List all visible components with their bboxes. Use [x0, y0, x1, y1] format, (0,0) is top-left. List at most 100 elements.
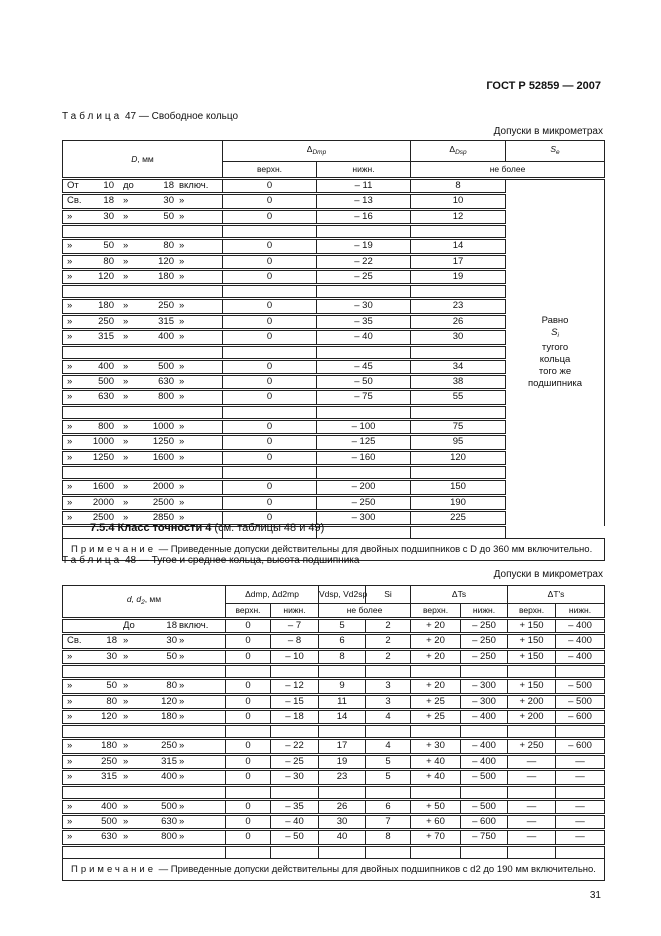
- size-range: » 180» 250»: [62, 737, 226, 755]
- size-range: » 120» 180»: [62, 707, 226, 725]
- value-cell: – 100: [315, 417, 412, 435]
- value-cell: 0: [222, 448, 317, 466]
- value-cell: 40: [318, 828, 367, 846]
- size-range: От 10 до 18 включ.: [62, 176, 223, 194]
- table-row: » 500» 630» 0– 40 30 7 + 60– 600— —: [62, 813, 606, 830]
- value-cell: + 30: [410, 737, 462, 755]
- header-upper: верхн.: [507, 603, 557, 619]
- value-cell: – 75: [315, 388, 412, 406]
- value-cell: – 250: [460, 647, 509, 665]
- value-cell: 6: [318, 632, 367, 650]
- value-cell: —: [555, 797, 606, 815]
- page-number: 31: [589, 890, 601, 901]
- table-row: » 80» 120» 0– 22 17: [62, 252, 605, 270]
- value-cell: + 20: [410, 632, 462, 650]
- value-cell: —: [507, 768, 557, 786]
- caption-text: 47 — Свободное кольцо: [125, 111, 239, 122]
- value-cell: – 600: [460, 813, 509, 830]
- value-cell: 0: [222, 433, 317, 451]
- value-cell: – 500: [555, 692, 606, 710]
- table-row: » 630» 800» 0– 50 40 8 + 70– 750— —: [62, 828, 606, 846]
- table-row: Св. 18» 30» 0– 13 10: [62, 192, 605, 210]
- value-cell: 12: [410, 207, 507, 225]
- size-range: » 180» 250»: [62, 297, 223, 315]
- value-cell: – 400: [555, 647, 606, 665]
- value-cell: 0: [225, 616, 271, 634]
- value-cell: 19: [318, 752, 367, 770]
- value-cell: 0: [222, 267, 317, 285]
- value-cell: – 400: [460, 707, 509, 725]
- table-row: » 80» 120» 0– 15 11 3 + 25– 300 + 200– 500: [62, 692, 606, 710]
- value-cell: 0: [222, 237, 317, 255]
- table-row: » 500» 630» 0– 50 38: [62, 373, 605, 390]
- value-cell: – 300: [460, 692, 509, 710]
- table-row: » 50» 80» 0– 12 9 3 + 20– 300 + 150– 500: [62, 677, 606, 695]
- value-cell: – 7: [269, 616, 320, 634]
- value-cell: – 25: [315, 267, 412, 285]
- value-cell: 26: [318, 797, 367, 815]
- value-cell: 8: [318, 647, 367, 665]
- document-code: ГОСТ Р 52859 — 2007: [486, 80, 601, 92]
- value-cell: – 400: [555, 632, 606, 650]
- size-range: » 800» 1000»: [62, 417, 223, 435]
- size-range: » 30» 50»: [62, 207, 223, 225]
- table-row: » 1250» 1600» 0– 160 120: [62, 448, 605, 466]
- table-row: » 630» 800» 0– 75 55: [62, 388, 605, 406]
- value-cell: 0: [222, 417, 317, 435]
- value-cell: – 8: [269, 632, 320, 650]
- value-cell: – 750: [460, 828, 509, 846]
- value-cell: 0: [225, 752, 271, 770]
- table-47-caption: Таблица 47 — Свободное кольцо: [62, 111, 238, 122]
- value-cell: 0: [222, 312, 317, 330]
- value-cell: + 25: [410, 692, 462, 710]
- value-cell: – 600: [555, 737, 606, 755]
- value-cell: 0: [222, 373, 317, 390]
- table-row: Св. 18» 30» 0– 8 6 2 + 20– 250 + 150– 400: [62, 632, 606, 650]
- size-range: » 30» 50»: [62, 647, 226, 665]
- value-cell: – 12: [269, 677, 320, 695]
- value-cell: – 400: [460, 752, 509, 770]
- value-cell: 3: [365, 692, 412, 710]
- table-48: d, d2, мм Δdmp, Δd2mp Vdsp, Vd2sp Si ΔTs…: [61, 585, 606, 881]
- value-cell: – 22: [315, 252, 412, 270]
- value-cell: 38: [410, 373, 507, 390]
- table-row: » 1000» 1250» 0– 125 95: [62, 433, 605, 451]
- value-cell: 6: [365, 797, 412, 815]
- size-range: » 630» 800»: [62, 388, 223, 406]
- value-cell: 17: [318, 737, 367, 755]
- header-vdsp: Vdsp, Vd2sp: [318, 585, 367, 604]
- header-dmp: ΔDmp: [221, 140, 412, 162]
- caption-label: Таблица: [62, 555, 123, 566]
- value-cell: —: [555, 828, 606, 846]
- header-max: не более: [318, 603, 412, 619]
- table-row: » 250» 315» 0– 35 26: [62, 312, 605, 330]
- value-cell: 0: [222, 297, 317, 315]
- value-cell: 14: [318, 707, 367, 725]
- value-cell: + 20: [410, 677, 462, 695]
- value-cell: 0: [225, 632, 271, 650]
- header-ts: ΔTs: [410, 585, 509, 604]
- value-cell: – 40: [269, 813, 320, 830]
- size-range: » 80» 120»: [62, 692, 226, 710]
- header-lower: нижн.: [555, 603, 606, 619]
- header-upper: верхн.: [222, 161, 317, 179]
- value-cell: 2: [365, 616, 412, 634]
- size-range: » 50» 80»: [62, 237, 223, 255]
- value-cell: 10: [410, 192, 507, 210]
- size-range: Св. 18» 30»: [62, 632, 226, 650]
- value-cell: + 20: [410, 647, 462, 665]
- table-47-note: Примечание — Приведенные допуски действи…: [61, 538, 606, 562]
- value-cell: – 40: [315, 328, 412, 346]
- value-cell: 34: [410, 357, 507, 375]
- table-row: » 30» 50» 0– 16 12: [62, 207, 605, 225]
- value-cell: 0: [225, 677, 271, 695]
- value-cell: – 19: [315, 237, 412, 255]
- value-cell: + 50: [410, 797, 462, 815]
- value-cell: 0: [222, 207, 317, 225]
- value-cell: – 500: [460, 768, 509, 786]
- value-cell: – 30: [315, 297, 412, 315]
- value-cell: + 200: [507, 707, 557, 725]
- se-note: Равно Si тугого кольца того же подшипника: [505, 176, 606, 526]
- value-cell: – 22: [269, 737, 320, 755]
